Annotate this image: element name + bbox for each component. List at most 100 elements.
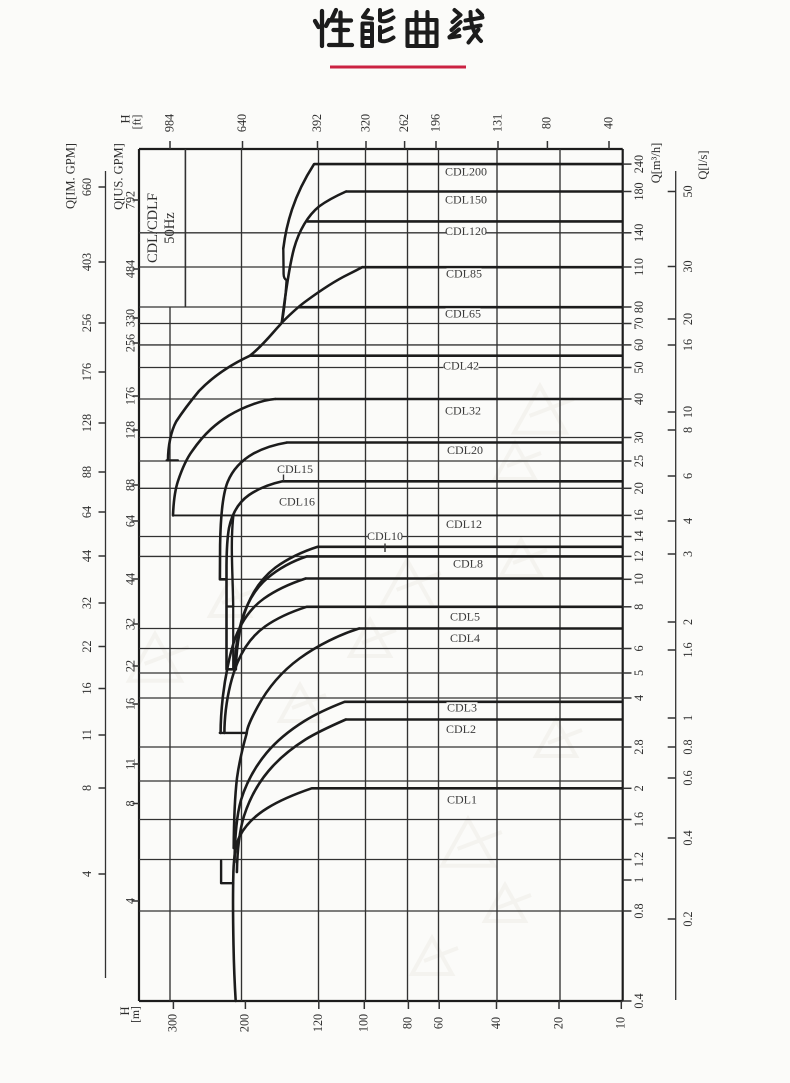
svg-text:H: H	[118, 114, 132, 123]
svg-text:44: 44	[123, 573, 137, 585]
svg-text:0.6: 0.6	[681, 770, 695, 785]
svg-text:14: 14	[632, 530, 646, 542]
svg-text:16: 16	[80, 682, 94, 694]
svg-text:128: 128	[80, 414, 94, 432]
svg-text:[ft]: [ft]	[132, 115, 144, 130]
svg-text:CDL20: CDL20	[447, 443, 483, 457]
svg-text:196: 196	[428, 114, 442, 132]
svg-text:5: 5	[632, 670, 646, 676]
svg-text:60: 60	[632, 339, 646, 351]
svg-text:4: 4	[632, 695, 646, 701]
svg-text:11: 11	[123, 758, 137, 770]
svg-text:12: 12	[632, 550, 646, 562]
svg-text:32: 32	[80, 597, 94, 609]
svg-text:1.6: 1.6	[632, 812, 646, 827]
svg-text:CDL200: CDL200	[445, 165, 487, 179]
svg-text:CDL85: CDL85	[446, 266, 482, 280]
svg-text:CDL3: CDL3	[447, 700, 477, 714]
svg-text:CDL12: CDL12	[446, 517, 482, 531]
svg-text:64: 64	[123, 515, 137, 527]
svg-text:CDL/CDLF: CDL/CDLF	[145, 193, 161, 263]
svg-text:16: 16	[681, 339, 695, 351]
svg-text:2: 2	[632, 785, 646, 791]
svg-text:403: 403	[80, 253, 94, 271]
svg-text:8: 8	[80, 785, 94, 791]
svg-text:CDL16: CDL16	[279, 494, 315, 508]
svg-text:30: 30	[681, 260, 695, 272]
svg-text:CDL120: CDL120	[445, 224, 487, 238]
svg-text:CDL150: CDL150	[445, 192, 487, 206]
svg-text:4: 4	[123, 898, 137, 904]
svg-text:40: 40	[489, 1017, 503, 1029]
svg-text:10: 10	[681, 406, 695, 418]
svg-text:20: 20	[551, 1017, 565, 1029]
svg-text:Q[l/s]: Q[l/s]	[696, 150, 710, 179]
svg-text:8: 8	[681, 427, 695, 433]
svg-text:110: 110	[632, 258, 646, 276]
svg-text:20: 20	[681, 313, 695, 325]
svg-text:0.8: 0.8	[681, 739, 695, 754]
svg-text:6: 6	[632, 645, 646, 651]
svg-text:640: 640	[235, 114, 249, 132]
svg-text:25: 25	[632, 455, 646, 467]
svg-text:CDL10: CDL10	[367, 529, 403, 543]
svg-text:1: 1	[681, 715, 695, 721]
svg-text:60: 60	[431, 1017, 445, 1029]
svg-text:140: 140	[632, 224, 646, 242]
svg-text:4: 4	[681, 518, 695, 524]
svg-text:CDL8: CDL8	[453, 556, 483, 570]
svg-text:8: 8	[632, 604, 646, 610]
svg-text:100: 100	[357, 1014, 371, 1032]
svg-text:50: 50	[681, 185, 695, 197]
svg-text:0.8: 0.8	[632, 903, 646, 918]
svg-text:32: 32	[123, 618, 137, 630]
svg-text:1.6: 1.6	[681, 642, 695, 657]
svg-text:176: 176	[80, 363, 94, 381]
svg-text:131: 131	[490, 114, 504, 132]
svg-text:120: 120	[311, 1014, 325, 1032]
svg-text:320: 320	[358, 114, 372, 132]
svg-text:1.2: 1.2	[632, 852, 646, 867]
svg-text:CDL5: CDL5	[450, 610, 480, 624]
svg-text:CDL65: CDL65	[445, 306, 481, 320]
svg-text:80: 80	[540, 117, 554, 129]
svg-text:88: 88	[80, 466, 94, 478]
svg-text:792: 792	[123, 191, 137, 209]
svg-text:256: 256	[80, 314, 94, 332]
svg-text:16: 16	[632, 509, 646, 521]
svg-text:40: 40	[601, 117, 615, 129]
svg-text:984: 984	[162, 114, 176, 132]
svg-text:0.4: 0.4	[632, 993, 646, 1008]
svg-text:176: 176	[123, 387, 137, 405]
svg-text:16: 16	[123, 698, 137, 710]
svg-text:240: 240	[632, 155, 646, 173]
svg-text:80: 80	[632, 301, 646, 313]
svg-text:6: 6	[681, 473, 695, 479]
svg-text:128: 128	[123, 421, 137, 439]
svg-text:330: 330	[123, 309, 137, 327]
svg-text:[m]: [m]	[130, 1006, 142, 1023]
svg-text:CDL15: CDL15	[277, 462, 313, 476]
svg-text:Q[m³/h]: Q[m³/h]	[649, 143, 663, 184]
svg-text:22: 22	[123, 660, 137, 672]
svg-text:CDL4: CDL4	[450, 631, 480, 645]
svg-text:0.2: 0.2	[681, 911, 695, 926]
svg-text:8: 8	[123, 800, 137, 806]
svg-text:10: 10	[614, 1017, 628, 1029]
svg-text:H: H	[118, 1006, 132, 1015]
svg-text:392: 392	[310, 114, 324, 132]
svg-text:200: 200	[238, 1014, 252, 1032]
svg-text:0.4: 0.4	[681, 830, 695, 845]
svg-text:50: 50	[632, 361, 646, 373]
svg-text:80: 80	[401, 1017, 415, 1029]
svg-text:256: 256	[123, 334, 137, 352]
svg-text:CDL42: CDL42	[443, 358, 479, 372]
svg-text:180: 180	[632, 182, 646, 200]
svg-text:262: 262	[397, 114, 411, 132]
svg-text:3: 3	[681, 551, 695, 557]
svg-text:88: 88	[123, 479, 137, 491]
svg-text:40: 40	[632, 393, 646, 405]
svg-text:CDL2: CDL2	[446, 722, 476, 736]
svg-text:11: 11	[80, 729, 94, 741]
svg-text:70: 70	[632, 317, 646, 329]
